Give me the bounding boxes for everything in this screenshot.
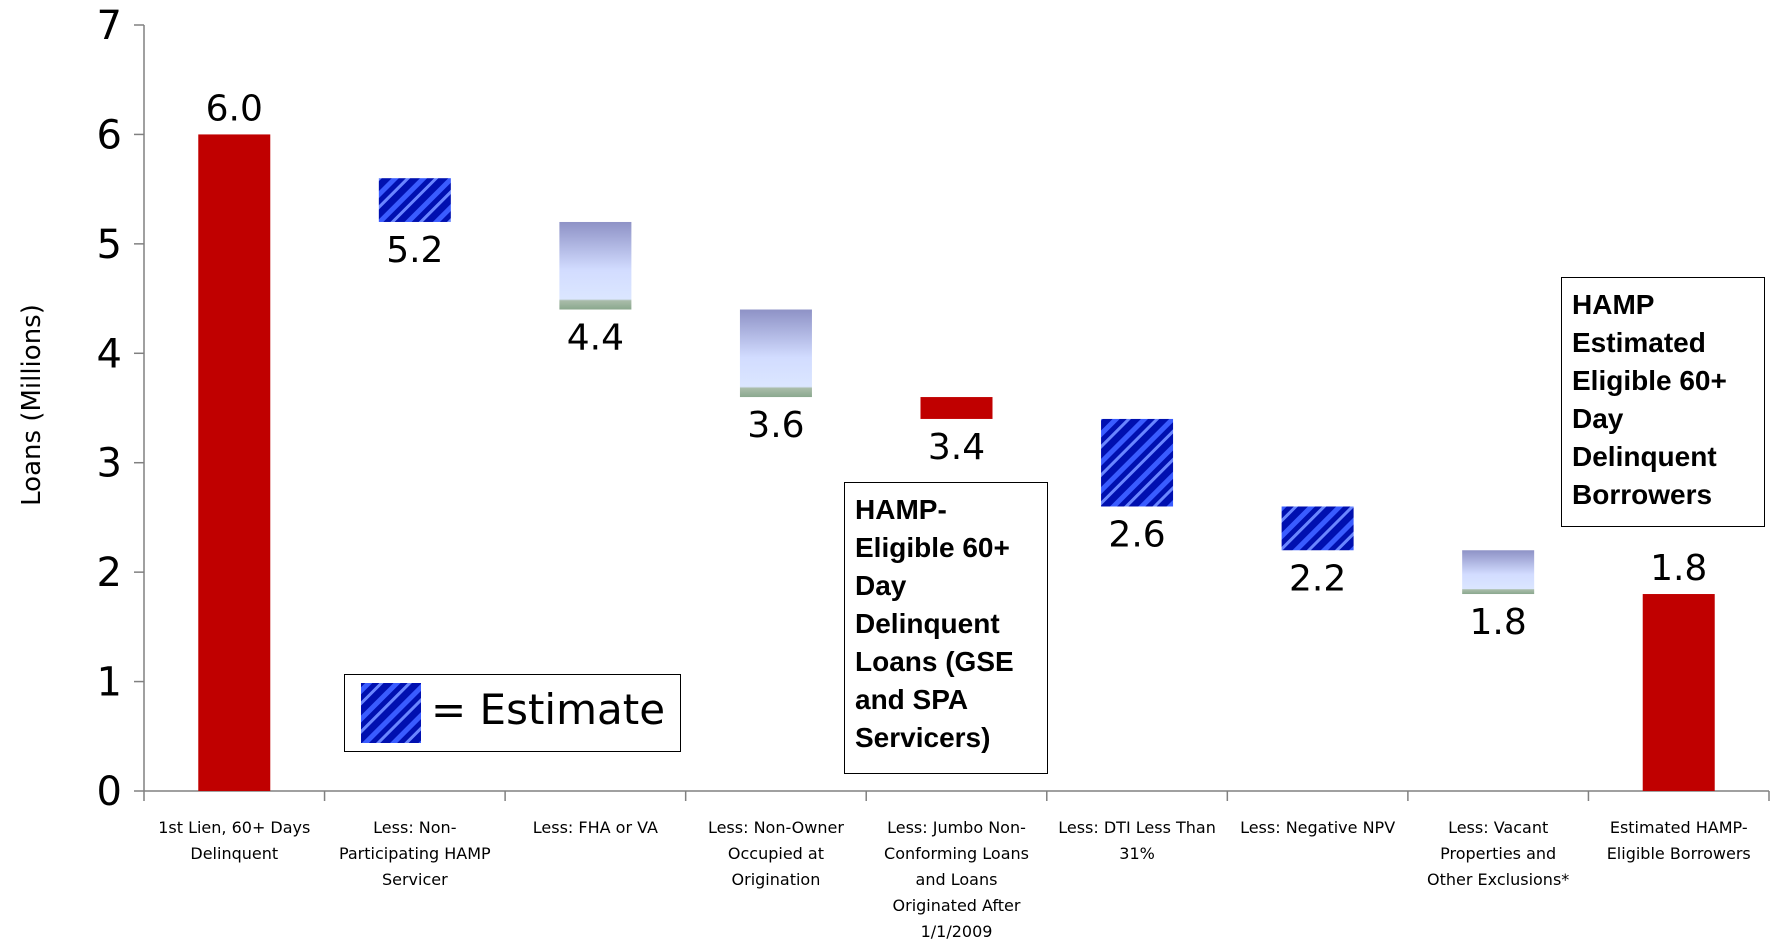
annotation-line: Delinquent [1572, 441, 1717, 472]
bar [559, 221, 632, 310]
data-label: 5.2 [386, 230, 443, 271]
annotation-text-2: HAMP Estimated Eligible 60+ Day Delinquent Bo… [1572, 286, 1727, 514]
annotation-line: HAMP- [855, 494, 947, 525]
legend: = Estimate [344, 674, 681, 752]
x-category-label: Less: FHA or VA [533, 818, 658, 837]
annotation-line: Eligible 60+ [1572, 365, 1727, 396]
x-category-label: Estimated HAMP-Eligible Borrowers [1607, 818, 1751, 863]
data-label: 2.2 [1289, 558, 1346, 599]
bar [1101, 418, 1174, 507]
bar [920, 397, 993, 419]
x-category-label: Less: Non-Participating HAMP Servicer [339, 818, 491, 889]
annotation-line: Day [855, 570, 907, 601]
y-tick-label: 1 [97, 660, 122, 706]
y-tick-label: 4 [97, 331, 122, 377]
legend-label: = Estimate [431, 685, 666, 734]
data-label: 3.4 [928, 427, 985, 468]
data-label: 2.6 [1108, 514, 1165, 555]
x-category-label: Less: Negative NPV [1240, 818, 1395, 837]
annotation-line: Estimated [1572, 327, 1706, 358]
y-tick-label: 2 [97, 550, 122, 596]
y-tick-label: 0 [97, 769, 122, 815]
annotation-line: and SPA [855, 684, 969, 715]
bar [1642, 594, 1715, 791]
annotation-box-1: HAMP- Eligible 60+ Day Delinquent Loans (GSE… [844, 482, 1048, 774]
y-tick-label: 7 [97, 3, 122, 49]
bar [739, 309, 812, 398]
x-category-label: Less: DTI Less Than 31% [1058, 818, 1216, 863]
annotation-line: Borrowers [1572, 479, 1713, 510]
y-tick-label: 3 [97, 441, 122, 487]
axes: 0 1 2 3 4 5 6 7 1st Lien, 60+ Days Delinquent Less… [97, 3, 1770, 941]
annotation-line: Day [1572, 403, 1624, 434]
annotation-line: Delinquent [855, 608, 1000, 639]
annotation-line: HAMP [1572, 289, 1655, 320]
x-category-label: Less: Non-Owner Occupied at Origination [708, 818, 844, 889]
annotation-box-2: HAMP Estimated Eligible 60+ Day Delinquent Bo… [1561, 277, 1765, 527]
y-tick-label: 5 [97, 222, 122, 268]
y-axis-title: Loans (Millions) [17, 304, 47, 506]
x-category-label: 1st Lien, 60+ Days Delinquent [158, 818, 310, 863]
x-category-label: Less: Vacant Properties and Other Exclusio… [1427, 818, 1569, 889]
annotation-text-1: HAMP- Eligible 60+ Day Delinquent Loans (GSE… [855, 491, 1014, 757]
bar [1462, 550, 1535, 595]
x-category-label: Less: Jumbo Non-Conforming Loans and Loan… [884, 818, 1029, 941]
data-label: 1.8 [1470, 602, 1527, 643]
data-label: 1.8 [1650, 548, 1707, 589]
estimate-swatch [361, 683, 421, 743]
data-label: 3.6 [747, 405, 804, 446]
data-label: 4.4 [567, 318, 624, 359]
labels: 6.0 5.2 4.4 3.6 3.4 2.6 2.2 1.8 1.8 [206, 88, 1708, 643]
annotation-line: Loans (GSE [855, 646, 1014, 677]
bar [1281, 506, 1354, 551]
annotation-line: Servicers) [855, 722, 991, 753]
bar [378, 178, 451, 222]
bars [198, 134, 1715, 791]
data-label: 6.0 [206, 88, 263, 129]
y-tick-label: 6 [97, 112, 122, 158]
bar [198, 134, 271, 791]
annotation-line: Eligible 60+ [855, 532, 1010, 563]
